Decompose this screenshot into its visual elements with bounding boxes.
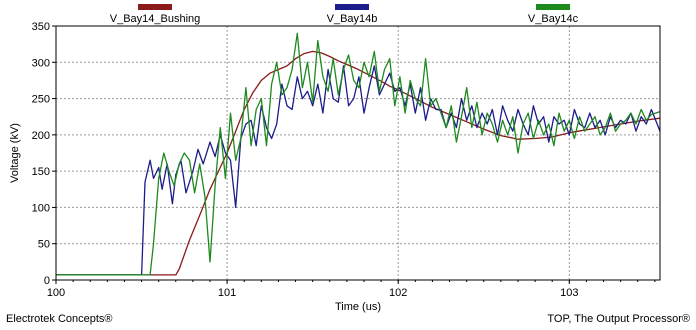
y-tick-label: 0 [44, 275, 50, 287]
footer-left-text: Electrotek Concepts® [6, 313, 113, 325]
x-tick-label: 101 [218, 287, 236, 299]
footer-right-text: TOP, The Output Processor® [547, 313, 690, 325]
legend: V_Bay14_Bushing V_Bay14b V_Bay14c [110, 4, 579, 25]
x-axis-label: Time (us) [335, 301, 381, 313]
y-tick-label: 250 [32, 94, 50, 106]
series-lines [56, 32, 661, 276]
y-tick-label: 100 [32, 202, 50, 214]
series-line-1 [56, 50, 661, 276]
x-tick-label: 102 [389, 287, 407, 299]
series-line-2 [56, 65, 661, 276]
legend-label-3: V_Bay14c [528, 13, 579, 25]
y-tick-label: 50 [38, 239, 50, 251]
legend-label-1: V_Bay14_Bushing [110, 13, 201, 25]
y-tick-label: 300 [32, 57, 50, 69]
series-line-3 [56, 32, 661, 276]
gridlines [56, 26, 660, 280]
plot-frame [55, 25, 661, 281]
x-tick-label: 100 [47, 287, 65, 299]
y-tick-label: 150 [32, 166, 50, 178]
legend-label-2: V_Bay14b [327, 13, 378, 25]
y-axis-label: Voltage (kV) [9, 123, 21, 183]
legend-swatch-1 [138, 4, 172, 10]
legend-swatch-3 [536, 4, 570, 10]
x-tick-label: 103 [560, 287, 578, 299]
y-tick-label: 200 [32, 130, 50, 142]
legend-swatch-2 [335, 4, 369, 10]
axis-ticks: 0 50 100 150 200 250 300 350 100 101 102 103 [32, 21, 656, 299]
y-tick-label: 350 [32, 21, 50, 33]
